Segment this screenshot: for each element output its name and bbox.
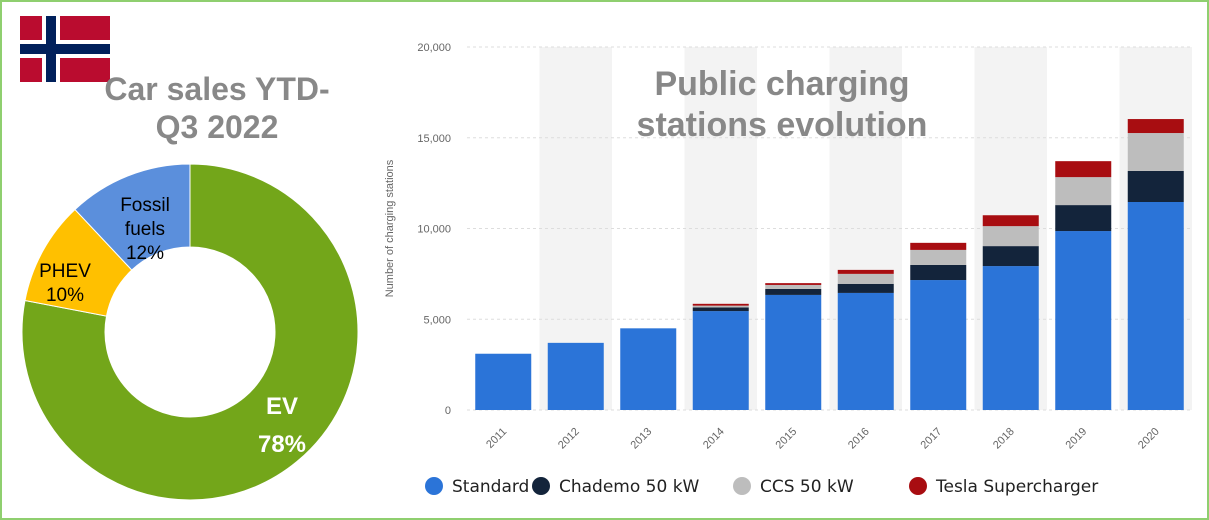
- donut-slice: [74, 163, 191, 271]
- bar-segment: [692, 305, 749, 308]
- slice-label: EV: [265, 393, 298, 420]
- x-tick-label: 2018: [991, 426, 1017, 452]
- legend-swatch: [909, 477, 927, 495]
- slice-value: 78%: [257, 431, 307, 458]
- slice-value: 10%: [45, 284, 85, 306]
- bar-segment: [620, 328, 677, 410]
- bar-title: Public charging stations evolution: [636, 65, 928, 144]
- bar-segment: [475, 353, 532, 410]
- flag: [20, 16, 110, 82]
- donut-title: Car sales YTD-Q3 2022: [104, 71, 330, 146]
- x-tick-label: 2012: [556, 426, 582, 452]
- bar-segment: [837, 269, 894, 274]
- bar-segment: [837, 273, 894, 284]
- bar-segment: [910, 280, 967, 410]
- x-tick-label: 2013: [629, 426, 655, 452]
- x-tick-label: 2020: [1136, 426, 1162, 452]
- bar-segment: [1127, 133, 1184, 171]
- bar-segment: [1055, 205, 1112, 232]
- x-tick-label: 2015: [774, 426, 800, 452]
- bar-segment: [1127, 119, 1184, 134]
- y-tick-label: 0: [445, 405, 451, 417]
- x-tick-label: 2014: [701, 426, 727, 452]
- slice-label: Fossil fuels: [120, 195, 170, 240]
- bar-segment: [982, 226, 1039, 247]
- bar-segment: [765, 294, 822, 410]
- y-tick-label: 20,000: [417, 42, 451, 54]
- y-axis-label: Number of charging stations: [384, 159, 396, 297]
- legend-label: Standard: [452, 477, 529, 497]
- y-tick-label: 15,000: [417, 133, 451, 145]
- y-tick-label: 10,000: [417, 224, 451, 236]
- bar-segment: [1055, 161, 1112, 178]
- bar-segment: [837, 292, 894, 410]
- bar-segment: [910, 264, 967, 281]
- legend-swatch: [733, 477, 751, 495]
- bar-segment: [982, 246, 1039, 267]
- bar-segment: [765, 284, 822, 289]
- donut-slice: [21, 163, 359, 501]
- bar-segment: [547, 342, 604, 410]
- bar-segment: [1127, 170, 1184, 203]
- bar-segment: [1055, 177, 1112, 206]
- bar-segment: [982, 266, 1039, 410]
- bar-segment: [692, 307, 749, 312]
- bar-segment: [837, 283, 894, 293]
- bar-segment: [1055, 231, 1112, 410]
- bar-segment: [910, 249, 967, 265]
- bar-segment: [982, 215, 1039, 227]
- bar-segment: [765, 283, 822, 285]
- legend-swatch: [425, 477, 443, 495]
- bar-segment: [692, 311, 749, 410]
- legend-label: Tesla Supercharger: [935, 477, 1098, 497]
- x-tick-label: 2011: [484, 426, 509, 451]
- legend-label: Chademo 50 kW: [559, 477, 700, 497]
- x-tick-label: 2016: [846, 426, 872, 452]
- bar-segment: [910, 242, 967, 250]
- bar-segment: [1127, 202, 1184, 410]
- legend-label: CCS 50 kW: [760, 477, 854, 497]
- slice-value: 12%: [125, 242, 165, 264]
- x-tick-label: 2017: [919, 426, 945, 452]
- bar-segment: [765, 288, 822, 295]
- x-tick-label: 2019: [1064, 426, 1090, 452]
- y-tick-label: 5,000: [423, 314, 451, 326]
- legend-swatch: [532, 477, 550, 495]
- slice-label: PHEV: [39, 261, 91, 282]
- bar-segment: [692, 303, 749, 306]
